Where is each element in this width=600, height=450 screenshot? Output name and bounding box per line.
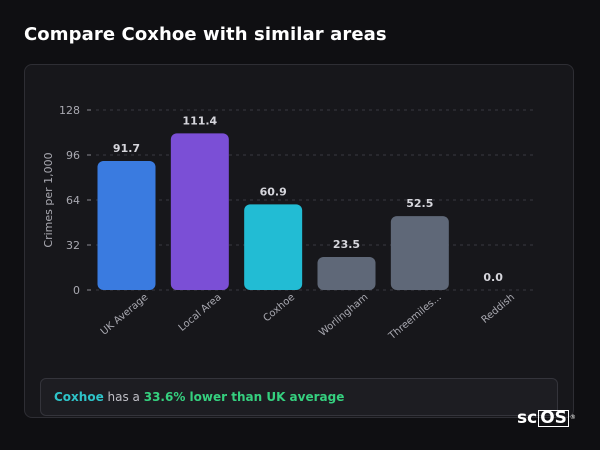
summary-stat: 33.6% lower than UK average xyxy=(143,390,345,404)
page-title: Compare Coxhoe with similar areas xyxy=(24,24,387,45)
bars xyxy=(97,133,449,290)
brand-boxed: OS xyxy=(538,408,569,428)
y-tick-label: 96 xyxy=(66,149,80,162)
summary-banner: Coxhoe has a 33.6% lower than UK average xyxy=(40,378,558,416)
y-tick-label: 128 xyxy=(59,104,80,117)
x-tick-label: Local Area xyxy=(177,292,224,334)
brand-prefix: sc xyxy=(517,408,538,428)
summary-place: Coxhoe xyxy=(54,390,104,404)
gridlines xyxy=(96,109,536,291)
y-tick-label: 32 xyxy=(66,239,80,252)
y-tick-label: 64 xyxy=(66,194,80,207)
brand-mark: ® xyxy=(569,414,576,421)
bar xyxy=(390,216,449,290)
data-label: 23.5 xyxy=(333,238,360,251)
bar xyxy=(97,161,156,290)
y-axis-label: Crimes per 1,000 xyxy=(42,152,55,247)
x-tick-label: Worlingham xyxy=(317,292,370,339)
summary-text: has a xyxy=(103,390,144,404)
x-tick-label: Reddish xyxy=(480,292,517,326)
x-tick-label: Coxhoe xyxy=(261,292,297,324)
data-label: 111.4 xyxy=(182,114,217,127)
bar xyxy=(170,133,229,290)
data-label: 60.9 xyxy=(260,185,287,198)
data-label: 91.7 xyxy=(113,142,140,155)
x-tick-label: UK Average xyxy=(99,292,151,338)
y-tick-label: 0 xyxy=(73,284,80,297)
data-label: 0.0 xyxy=(483,271,503,284)
value-labels: 91.7 111.4 60.9 23.5 52.5 0.0 xyxy=(113,114,503,284)
bar xyxy=(244,204,303,290)
brand-logo: sc OS ® xyxy=(517,408,576,428)
data-label: 52.5 xyxy=(406,197,433,210)
x-tick-label: Threemiles... xyxy=(386,292,444,343)
bar xyxy=(317,256,376,290)
